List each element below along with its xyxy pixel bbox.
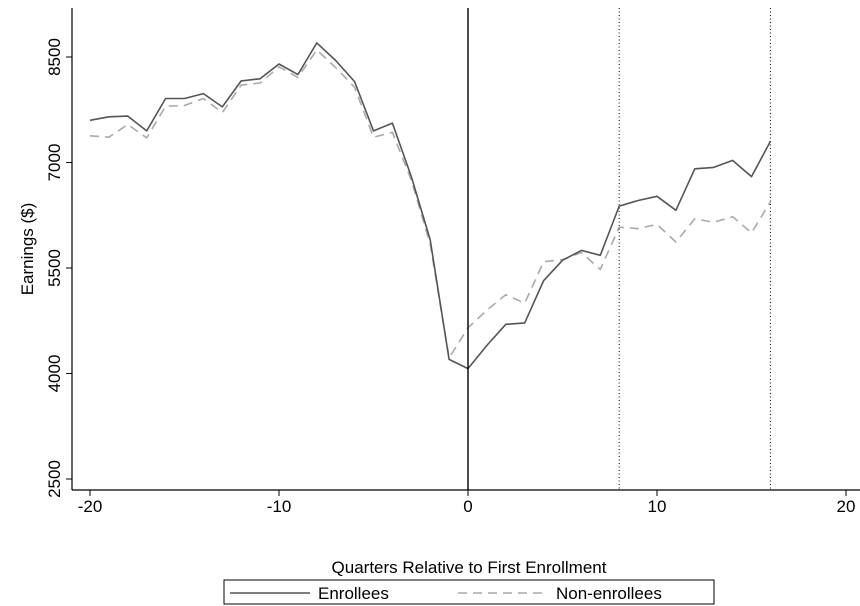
reference-lines: [467, 8, 771, 490]
x-axis-ticks: -20 -10 0 10 20: [78, 490, 856, 516]
x-tick-label: -20: [78, 497, 103, 516]
legend-label-enrollees: Enrollees: [318, 584, 389, 603]
y-tick-label: 7000: [45, 144, 64, 182]
plot-area: [89, 42, 772, 370]
y-tick-label: 8500: [45, 38, 64, 76]
y-axis-title: Earnings ($): [18, 203, 37, 296]
x-tick-label: 0: [463, 497, 472, 516]
legend-label-non-enrollees: Non-enrollees: [556, 584, 662, 603]
x-tick-label: 20: [837, 497, 856, 516]
axes: [71, 8, 860, 491]
legend-box: [223, 579, 715, 605]
legend: Enrollees Non-enrollees: [223, 579, 715, 605]
y-axis-ticks: 2500 4000 5500 7000 8500: [45, 38, 72, 498]
y-tick-label: 4000: [45, 355, 64, 393]
x-tick-label: -10: [267, 497, 292, 516]
x-tick-label: 10: [648, 497, 667, 516]
series-line-enrollees: [89, 42, 772, 370]
y-tick-label: 2500: [45, 460, 64, 498]
y-tick-label: 5500: [45, 249, 64, 287]
x-axis-title: Quarters Relative to First Enrollment: [332, 558, 607, 577]
